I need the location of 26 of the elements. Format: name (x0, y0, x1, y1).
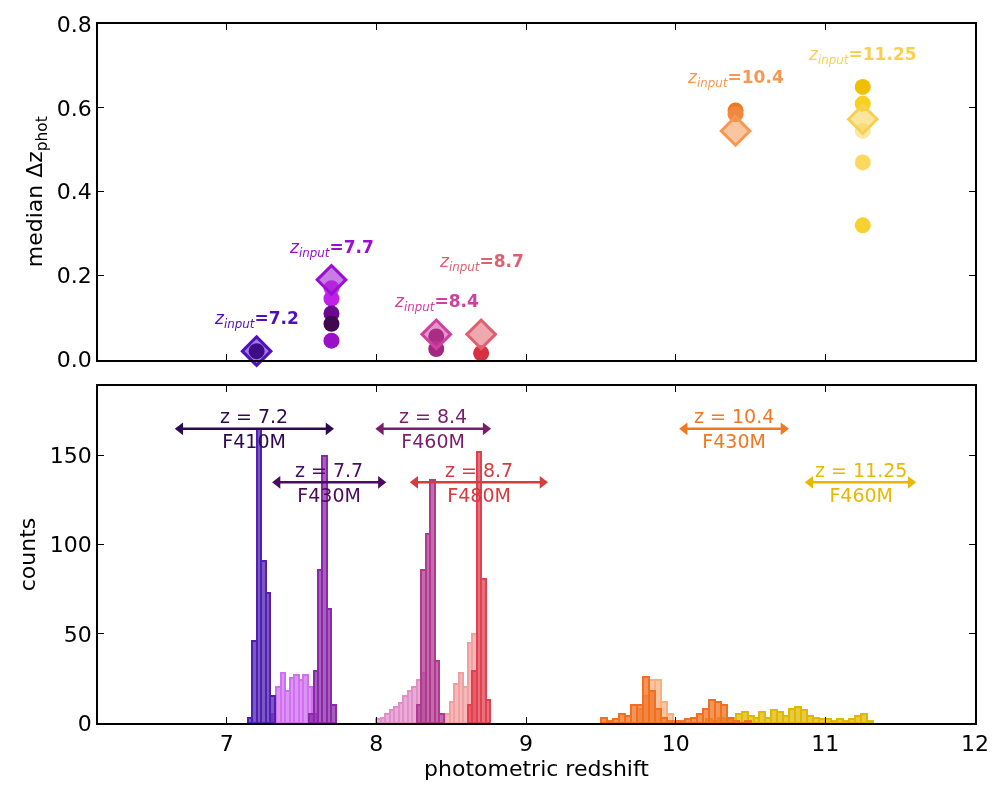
series-label: z = 8.4 F460M (399, 405, 468, 452)
annotation: z$_{input}$=7.2 (214, 308, 299, 331)
y-tick-label: 0.6 (56, 95, 92, 121)
y-tick-label: 0 (77, 710, 92, 736)
x-tick-label: 10 (661, 731, 690, 757)
x-tick-label: 12 (961, 731, 989, 757)
y-tick-label: 100 (49, 532, 92, 558)
y-tick-label: 0.8 (56, 11, 92, 37)
x-axis-title: photometric redshift (424, 756, 650, 782)
x-tick-label: 7 (219, 731, 234, 757)
annotation: z$_{input}$=7.7 (289, 237, 374, 260)
annotation: z$_{input}$=10.4 (687, 67, 784, 90)
y-tick-label: 0.2 (56, 263, 92, 289)
annotation: z$_{input}$=8.4 (394, 291, 480, 314)
y-tick-label: 150 (49, 443, 92, 469)
y-axis-title: counts (15, 517, 41, 592)
y-tick-label: 50 (63, 621, 92, 647)
series-label: z = 10.4 F430M (694, 405, 775, 452)
series-label: z = 11.25 F460M (815, 459, 908, 506)
annotation: z$_{input}$=11.25 (808, 44, 917, 67)
annotation: z$_{input}$=8.7 (439, 251, 524, 274)
y-tick-label: 0.4 (56, 179, 92, 205)
x-tick-label: 11 (811, 731, 840, 757)
y-tick-label: 0.0 (56, 347, 92, 373)
x-tick-label: 9 (519, 731, 534, 757)
x-tick-label: 8 (369, 731, 384, 757)
